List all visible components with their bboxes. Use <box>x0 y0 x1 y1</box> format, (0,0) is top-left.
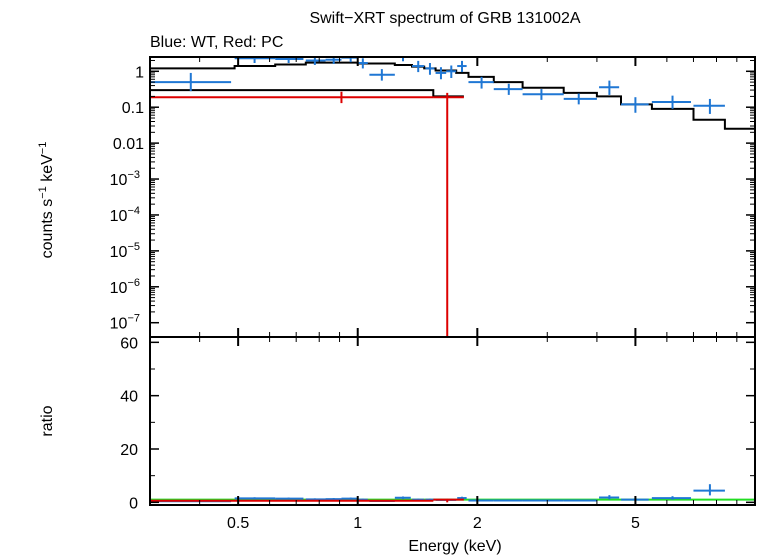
bottom-pc-point-1 <box>433 498 464 503</box>
x-tick-label: 5 <box>631 515 640 532</box>
bottom-wt-point-21 <box>693 484 725 496</box>
top-wt-point-6 <box>357 58 368 69</box>
chart-subtitle: Blue: WT, Red: PC <box>150 34 283 51</box>
svg-text:counts s−1 keV−1: counts s−1 keV−1 <box>37 142 56 259</box>
bottom-wt-point-1 <box>234 497 276 500</box>
x-axis-label: Energy (keV) <box>408 538 501 555</box>
x-axis: 0.5 1 2 5 <box>149 57 738 532</box>
top-wt-point-1 <box>234 57 276 64</box>
ylabel-exp2: −1 <box>37 142 49 155</box>
top-y-tick-exponent: −7 <box>127 313 140 325</box>
ylabel-main: counts s <box>39 199 56 259</box>
ylabel-mid: keV <box>39 154 56 186</box>
bottom-wt-point-17 <box>563 499 597 502</box>
bottom-wt-point-15 <box>493 499 523 502</box>
top-wt-point-8 <box>394 57 411 62</box>
top-y-tick-exponent: −4 <box>127 205 140 217</box>
bottom-y-tick-label: 40 <box>120 389 138 406</box>
top-y-tick-label: 0.1 <box>122 100 144 117</box>
top-y-tick-mantissa: 10 <box>110 208 128 225</box>
bottom-wt-point-20 <box>651 496 691 500</box>
top-wt-point-19 <box>621 97 649 113</box>
top-wt-point-10 <box>425 63 435 75</box>
top-pc-point-0 <box>150 91 434 104</box>
bottom-wt-point-4 <box>325 498 342 501</box>
top-wt-point-13 <box>457 60 467 73</box>
top-wt-point-18 <box>599 80 620 95</box>
bottom-plot-area <box>150 484 755 503</box>
bottom-pc-point-0 <box>150 499 434 502</box>
top-y-tick-exponent: −3 <box>127 169 140 181</box>
bottom-wt-point-2 <box>275 497 304 500</box>
top-y-tick-label: 1 <box>135 64 144 81</box>
top-wt-point-20 <box>651 95 691 109</box>
top-wt-point-0 <box>150 72 232 92</box>
top-y-tick-label: 0.01 <box>113 136 144 153</box>
x-tick-label: 0.5 <box>227 515 249 532</box>
bottom-y-tick-label: 20 <box>120 442 138 459</box>
x-tick-label: 1 <box>353 515 362 532</box>
bottom-wt-point-5 <box>341 497 358 500</box>
top-wt-point-15 <box>493 83 523 95</box>
top-y-tick-label: 10−3 <box>110 169 140 189</box>
top-y-tick-exponent: −5 <box>127 241 140 253</box>
bottom-wt-point-18 <box>599 495 620 500</box>
top-wt-point-21 <box>693 98 725 114</box>
top-wt-point-16 <box>522 89 564 100</box>
top-y-tick-label: 10−7 <box>110 313 140 333</box>
bottom-y-axis-label: ratio <box>39 405 56 436</box>
top-y-axis-label: counts s−1 keV−1 <box>37 142 56 259</box>
top-y-tick-mantissa: 10 <box>110 280 128 297</box>
bottom-wt-point-16 <box>522 499 564 502</box>
top-wt-point-12 <box>446 65 457 79</box>
top-y-tick-label: 10−4 <box>110 205 140 225</box>
top-y-tick-mantissa: 10 <box>110 316 128 333</box>
model-pc-line <box>150 89 464 98</box>
top-wt-point-9 <box>412 60 425 73</box>
bottom-y-axis: 0 20 40 60 <box>120 335 755 512</box>
bottom-panel: 0 20 40 60 ratio <box>39 335 755 512</box>
top-plot-area <box>150 57 755 337</box>
ylabel-exp1: −1 <box>37 186 49 199</box>
bottom-frame <box>149 336 756 506</box>
chart-title: Swift−XRT spectrum of GRB 131002A <box>309 10 580 27</box>
top-wt-point-7 <box>369 69 395 81</box>
top-y-tick-label: 10−6 <box>110 277 140 297</box>
bottom-wt-point-8 <box>394 496 411 500</box>
bottom-y-tick-label: 60 <box>120 335 138 352</box>
top-wt-point-4 <box>325 57 342 64</box>
top-frame <box>149 56 756 338</box>
top-wt-point-14 <box>468 76 494 89</box>
top-y-tick-exponent: −6 <box>127 277 140 289</box>
top-y-tick-label: 10−5 <box>110 241 140 261</box>
bottom-y-tick-label: 0 <box>129 495 138 512</box>
top-wt-point-2 <box>275 57 304 64</box>
x-tick-label: 2 <box>473 515 482 532</box>
top-y-tick-mantissa: 10 <box>110 244 128 261</box>
top-pc-point-1 <box>433 92 464 337</box>
top-wt-point-11 <box>435 67 447 80</box>
bottom-wt-point-14 <box>468 499 494 502</box>
top-y-tick-mantissa: 10 <box>110 172 128 189</box>
top-wt-point-17 <box>563 93 597 105</box>
